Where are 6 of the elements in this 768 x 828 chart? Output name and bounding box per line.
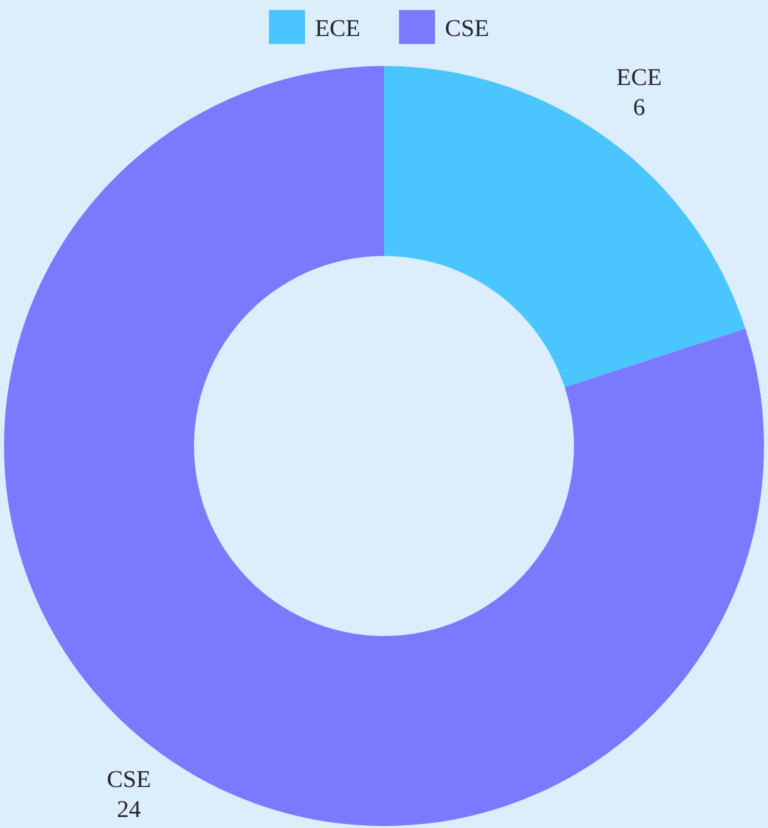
data-label: 24	[116, 797, 141, 824]
data-label: 6	[633, 94, 646, 121]
slice-label: CSE	[106, 767, 151, 794]
slice-label: ECE	[616, 64, 662, 91]
legend-label: CSE	[445, 16, 490, 42]
legend-label: ECE	[315, 16, 360, 42]
